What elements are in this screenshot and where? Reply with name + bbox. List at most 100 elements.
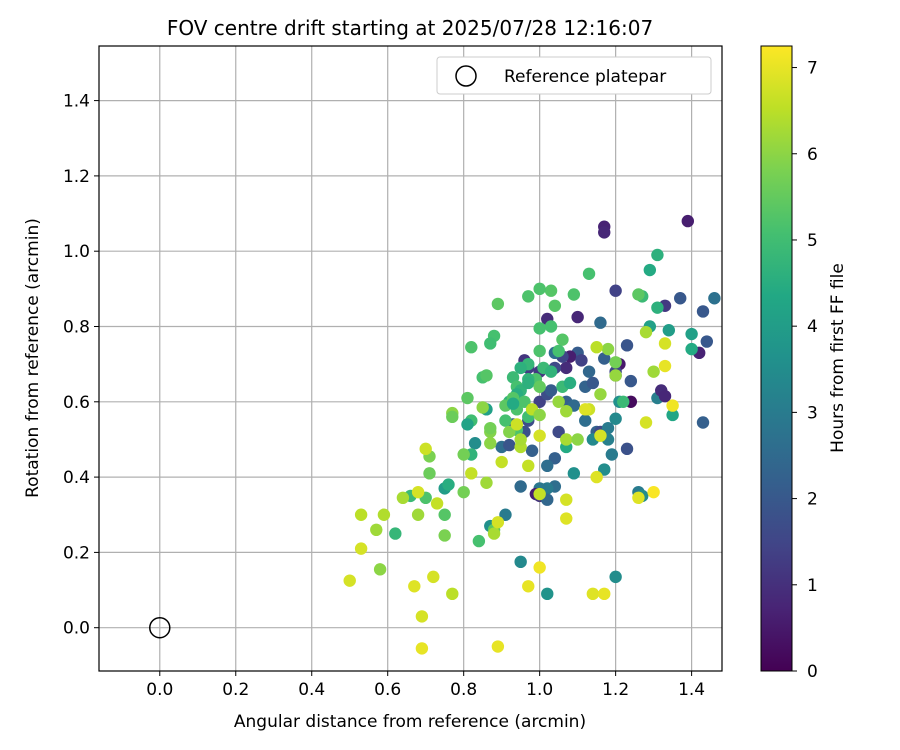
data-point	[552, 395, 565, 408]
data-point	[571, 310, 584, 324]
data-point	[605, 448, 619, 461]
y-tick-label: 1.4	[63, 92, 90, 112]
data-point	[609, 369, 622, 382]
data-point	[533, 561, 546, 574]
data-point	[525, 444, 539, 457]
data-point	[708, 292, 721, 305]
data-point	[518, 395, 531, 408]
data-point	[598, 352, 611, 365]
data-point	[354, 542, 368, 555]
data-point	[548, 452, 562, 465]
data-point	[560, 405, 573, 418]
data-point	[552, 425, 565, 439]
x-axis-ticks: 0.0 0.2 0.4 0.6 0.8 1.0 1.2 1.4	[146, 671, 705, 700]
data-point	[639, 325, 653, 339]
x-tick-label: 0.2	[222, 680, 249, 700]
data-point	[533, 429, 546, 442]
data-point	[617, 395, 630, 408]
legend-marker	[455, 65, 477, 87]
grid-lines	[99, 46, 722, 671]
x-tick-label: 1.2	[602, 680, 629, 700]
data-point	[620, 442, 634, 456]
data-point	[647, 365, 660, 378]
data-point	[373, 563, 387, 576]
data-point	[639, 416, 653, 429]
y-tick-label: 0.4	[63, 468, 90, 488]
x-tick-label: 1.4	[678, 680, 705, 700]
data-points	[343, 214, 721, 655]
data-point	[491, 516, 505, 529]
data-point	[658, 337, 672, 350]
colorbar-label: Hours from first FF file	[828, 263, 848, 453]
x-axis-label: Angular distance from reference (arcmin)	[234, 712, 586, 732]
data-point	[457, 448, 470, 461]
data-point	[674, 292, 687, 305]
data-point	[647, 485, 660, 499]
data-point	[484, 437, 497, 450]
data-point	[415, 642, 429, 655]
data-point	[560, 361, 573, 375]
data-point	[533, 380, 546, 393]
data-point	[533, 282, 546, 296]
y-tick-label: 1.0	[63, 242, 90, 262]
legend-box	[436, 56, 712, 95]
data-point	[533, 487, 546, 501]
data-point	[685, 327, 698, 341]
data-point	[609, 570, 622, 584]
data-point	[491, 640, 505, 653]
data-point	[480, 369, 493, 382]
data-point	[552, 344, 565, 358]
colorbar-tick-label: 6	[807, 145, 818, 165]
reference-platepar-marker	[149, 616, 171, 639]
data-point	[506, 397, 520, 410]
data-point	[522, 580, 535, 593]
data-point	[343, 574, 356, 587]
data-point	[472, 534, 486, 548]
data-point	[609, 412, 622, 425]
data-point	[438, 508, 451, 521]
data-point	[594, 388, 607, 401]
colorbar-tick-label: 3	[807, 403, 818, 423]
data-point	[541, 587, 554, 601]
data-point	[544, 384, 558, 397]
data-point	[461, 391, 474, 405]
data-point	[370, 523, 383, 537]
data-point	[491, 297, 505, 311]
data-point	[461, 418, 474, 431]
data-point	[658, 389, 672, 403]
legend-label: Reference platepar	[504, 67, 666, 87]
data-point	[396, 491, 410, 505]
data-point	[598, 226, 611, 239]
data-point	[522, 376, 535, 390]
data-point	[514, 361, 527, 375]
data-point	[609, 356, 622, 369]
data-point	[446, 587, 459, 601]
data-point	[567, 288, 581, 301]
colorbar-tick-label: 2	[807, 490, 818, 510]
data-point	[579, 403, 592, 416]
data-point	[560, 433, 573, 446]
data-point	[556, 333, 569, 346]
data-point	[696, 305, 710, 318]
data-point	[446, 410, 459, 424]
data-point	[643, 263, 657, 277]
data-point	[514, 555, 527, 569]
data-point	[522, 290, 535, 303]
data-point	[377, 508, 391, 521]
data-point	[442, 478, 455, 491]
colorbar-tick-label: 0	[807, 662, 818, 682]
data-point	[632, 288, 645, 301]
data-point	[411, 508, 425, 521]
data-point	[499, 414, 512, 427]
data-point	[487, 527, 501, 540]
legend: Reference platepar	[436, 56, 712, 95]
data-point	[681, 214, 695, 228]
x-tick-label: 0.4	[298, 680, 325, 700]
colorbar-gradient	[760, 45, 793, 672]
y-tick-label: 0.8	[63, 317, 90, 337]
data-point	[499, 508, 512, 521]
colorbar-tick-label: 5	[807, 231, 818, 251]
data-point	[354, 508, 368, 521]
y-tick-label: 0.0	[63, 619, 90, 639]
